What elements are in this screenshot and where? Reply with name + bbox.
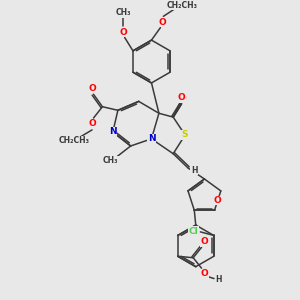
Text: CH₃: CH₃ [116,8,131,17]
Text: CH₂CH₃: CH₂CH₃ [166,1,197,10]
Text: H: H [191,166,197,175]
Text: O: O [178,94,186,103]
Text: O: O [214,196,222,205]
Text: H: H [215,275,222,284]
Text: CH₂CH₃: CH₂CH₃ [59,136,90,146]
Text: N: N [109,128,117,136]
Text: CH₃: CH₃ [103,156,118,165]
Text: Cl: Cl [189,227,198,236]
Text: S: S [182,130,188,140]
Text: O: O [88,119,96,128]
Text: O: O [88,84,96,93]
Text: O: O [178,93,185,102]
Text: N: N [148,134,155,143]
Text: O: O [120,28,127,37]
Text: O: O [201,238,208,247]
Text: O: O [158,18,166,27]
Text: O: O [201,269,208,278]
